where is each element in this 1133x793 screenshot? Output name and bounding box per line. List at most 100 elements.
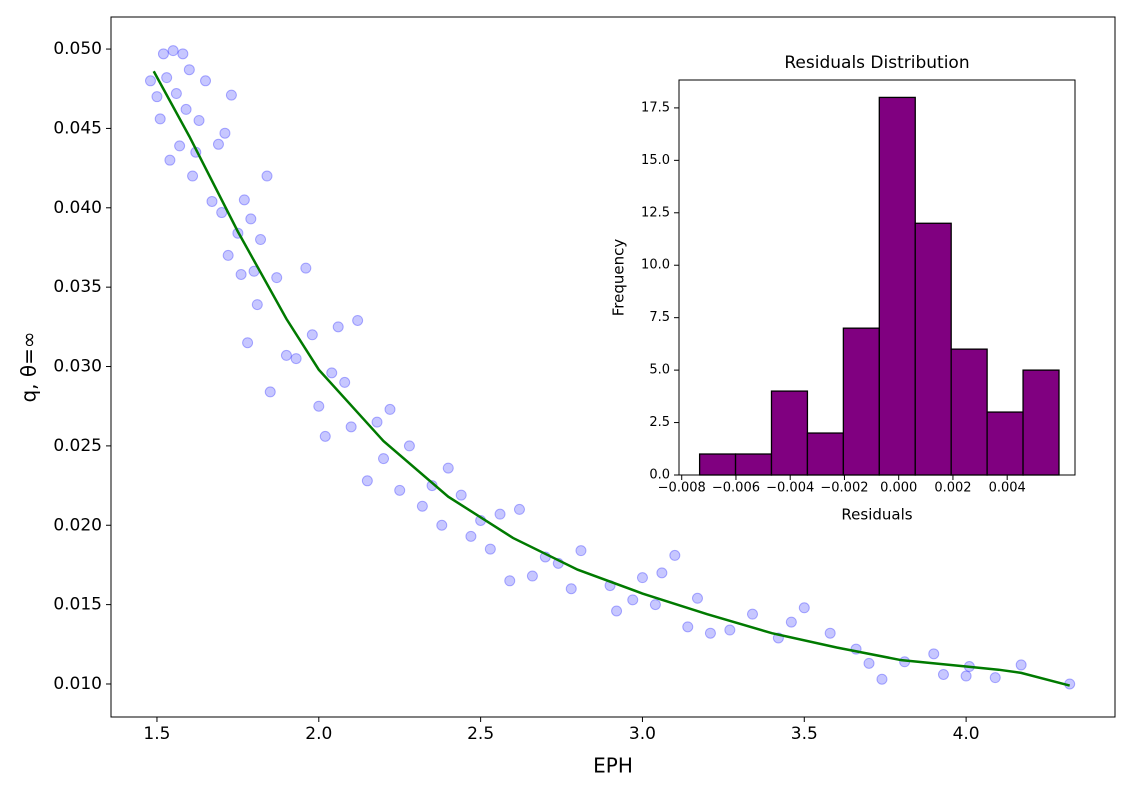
- scatter-point: [261, 170, 273, 182]
- scatter-point: [724, 624, 736, 636]
- fit-line: [152, 70, 1071, 687]
- scatter-point: [290, 353, 302, 365]
- x-tick-label: 2.5: [467, 724, 494, 744]
- x-tick-label: 1.5: [143, 724, 170, 744]
- scatter-point: [785, 616, 797, 628]
- scatter-point: [824, 627, 836, 639]
- x-tick-label: 4.0: [953, 724, 980, 744]
- scatter-point: [960, 670, 972, 682]
- y-tick-label: 0.025: [53, 436, 102, 456]
- y-tick-label: 0.050: [53, 39, 102, 59]
- scatter-point: [200, 75, 212, 87]
- scatter-point: [313, 400, 325, 412]
- scatter-point: [319, 430, 331, 442]
- scatter-point: [494, 508, 506, 520]
- x-tick-label: −0.006: [712, 481, 760, 496]
- scatter-point: [937, 668, 949, 680]
- scatter-point: [332, 321, 344, 333]
- scatter-point: [255, 234, 267, 246]
- y-tick-label: 0.020: [53, 515, 102, 535]
- scatter-point: [339, 376, 351, 388]
- scatter-point: [565, 583, 577, 595]
- histogram-bar: [986, 411, 1024, 476]
- scatter-point: [151, 91, 163, 103]
- scatter-point: [798, 602, 810, 614]
- scatter-point: [636, 572, 648, 584]
- histogram-bar: [950, 348, 988, 476]
- scatter-point: [627, 594, 639, 606]
- scatter-point: [928, 648, 940, 660]
- scatter-point: [238, 194, 250, 206]
- y-tick-label: 0.015: [53, 595, 102, 615]
- scatter-point: [649, 599, 661, 611]
- scatter-point: [989, 672, 1001, 684]
- y-tick-label: 10.0: [641, 258, 670, 273]
- scatter-point: [378, 453, 390, 465]
- scatter-point: [144, 75, 156, 87]
- x-tick-label: −0.004: [766, 481, 814, 496]
- scatter-point: [251, 299, 263, 311]
- y-tick-label: 0.030: [53, 357, 102, 377]
- scatter-point: [216, 207, 228, 219]
- y-tick-label: 15.0: [641, 153, 670, 168]
- scatter-point: [183, 64, 195, 76]
- histogram-bar: [806, 432, 845, 476]
- scatter-point: [526, 570, 538, 582]
- histogram-bar: [914, 222, 952, 476]
- scatter-point: [611, 605, 623, 617]
- scatter-point: [1015, 659, 1027, 671]
- scatter-point: [403, 440, 415, 452]
- histogram-bar: [698, 453, 737, 476]
- scatter-point: [164, 154, 176, 166]
- x-axis-label: EPH: [593, 754, 633, 778]
- scatter-point: [245, 213, 257, 225]
- scatter-point: [704, 627, 716, 639]
- scatter-point: [264, 386, 276, 398]
- scatter-point: [352, 314, 364, 326]
- x-axis-label: Residuals: [841, 506, 912, 524]
- scatter-point: [384, 403, 396, 415]
- y-axis-label: Frequency: [610, 239, 628, 317]
- scatter-point: [436, 519, 448, 531]
- scatter-point: [394, 484, 406, 496]
- scatter-point: [170, 88, 182, 100]
- scatter-point: [167, 45, 179, 57]
- scatter-point: [504, 575, 516, 587]
- scatter-point: [575, 545, 587, 557]
- histogram-bar: [878, 96, 916, 476]
- scatter-point: [691, 592, 703, 604]
- scatter-point: [219, 127, 231, 139]
- x-tick-label: 0.000: [880, 481, 917, 496]
- y-tick-label: 0.035: [53, 277, 102, 297]
- scatter-point: [442, 462, 454, 474]
- scatter-point: [513, 503, 525, 515]
- scatter-point: [206, 195, 218, 207]
- x-tick-label: −0.002: [820, 481, 868, 496]
- histogram-bar: [1022, 369, 1060, 476]
- scatter-point: [361, 475, 373, 487]
- scatter-point: [669, 549, 681, 561]
- y-tick-label: 12.5: [641, 205, 670, 220]
- scatter-point: [271, 272, 283, 284]
- y-tick-label: 0.040: [53, 198, 102, 218]
- scatter-point: [161, 72, 173, 84]
- x-tick-label: 2.0: [305, 724, 332, 744]
- scatter-point: [371, 416, 383, 428]
- y-axis-label: q, θ=∞: [17, 331, 41, 402]
- scatter-point: [306, 329, 318, 341]
- scatter-point: [876, 673, 888, 685]
- y-tick-label: 0.010: [53, 674, 102, 694]
- scatter-point: [187, 170, 199, 182]
- x-tick-label: 3.0: [629, 724, 656, 744]
- scatter-point: [280, 349, 292, 361]
- scatter-point: [177, 48, 189, 60]
- y-tick-label: 7.5: [649, 310, 670, 325]
- scatter-point: [222, 249, 234, 261]
- scatter-point: [193, 114, 205, 126]
- scatter-point: [746, 608, 758, 620]
- y-tick-label: 17.5: [641, 100, 670, 115]
- scatter-point: [455, 489, 467, 501]
- plot-frame: [678, 79, 1076, 476]
- chart-title: Residuals Distribution: [784, 53, 969, 73]
